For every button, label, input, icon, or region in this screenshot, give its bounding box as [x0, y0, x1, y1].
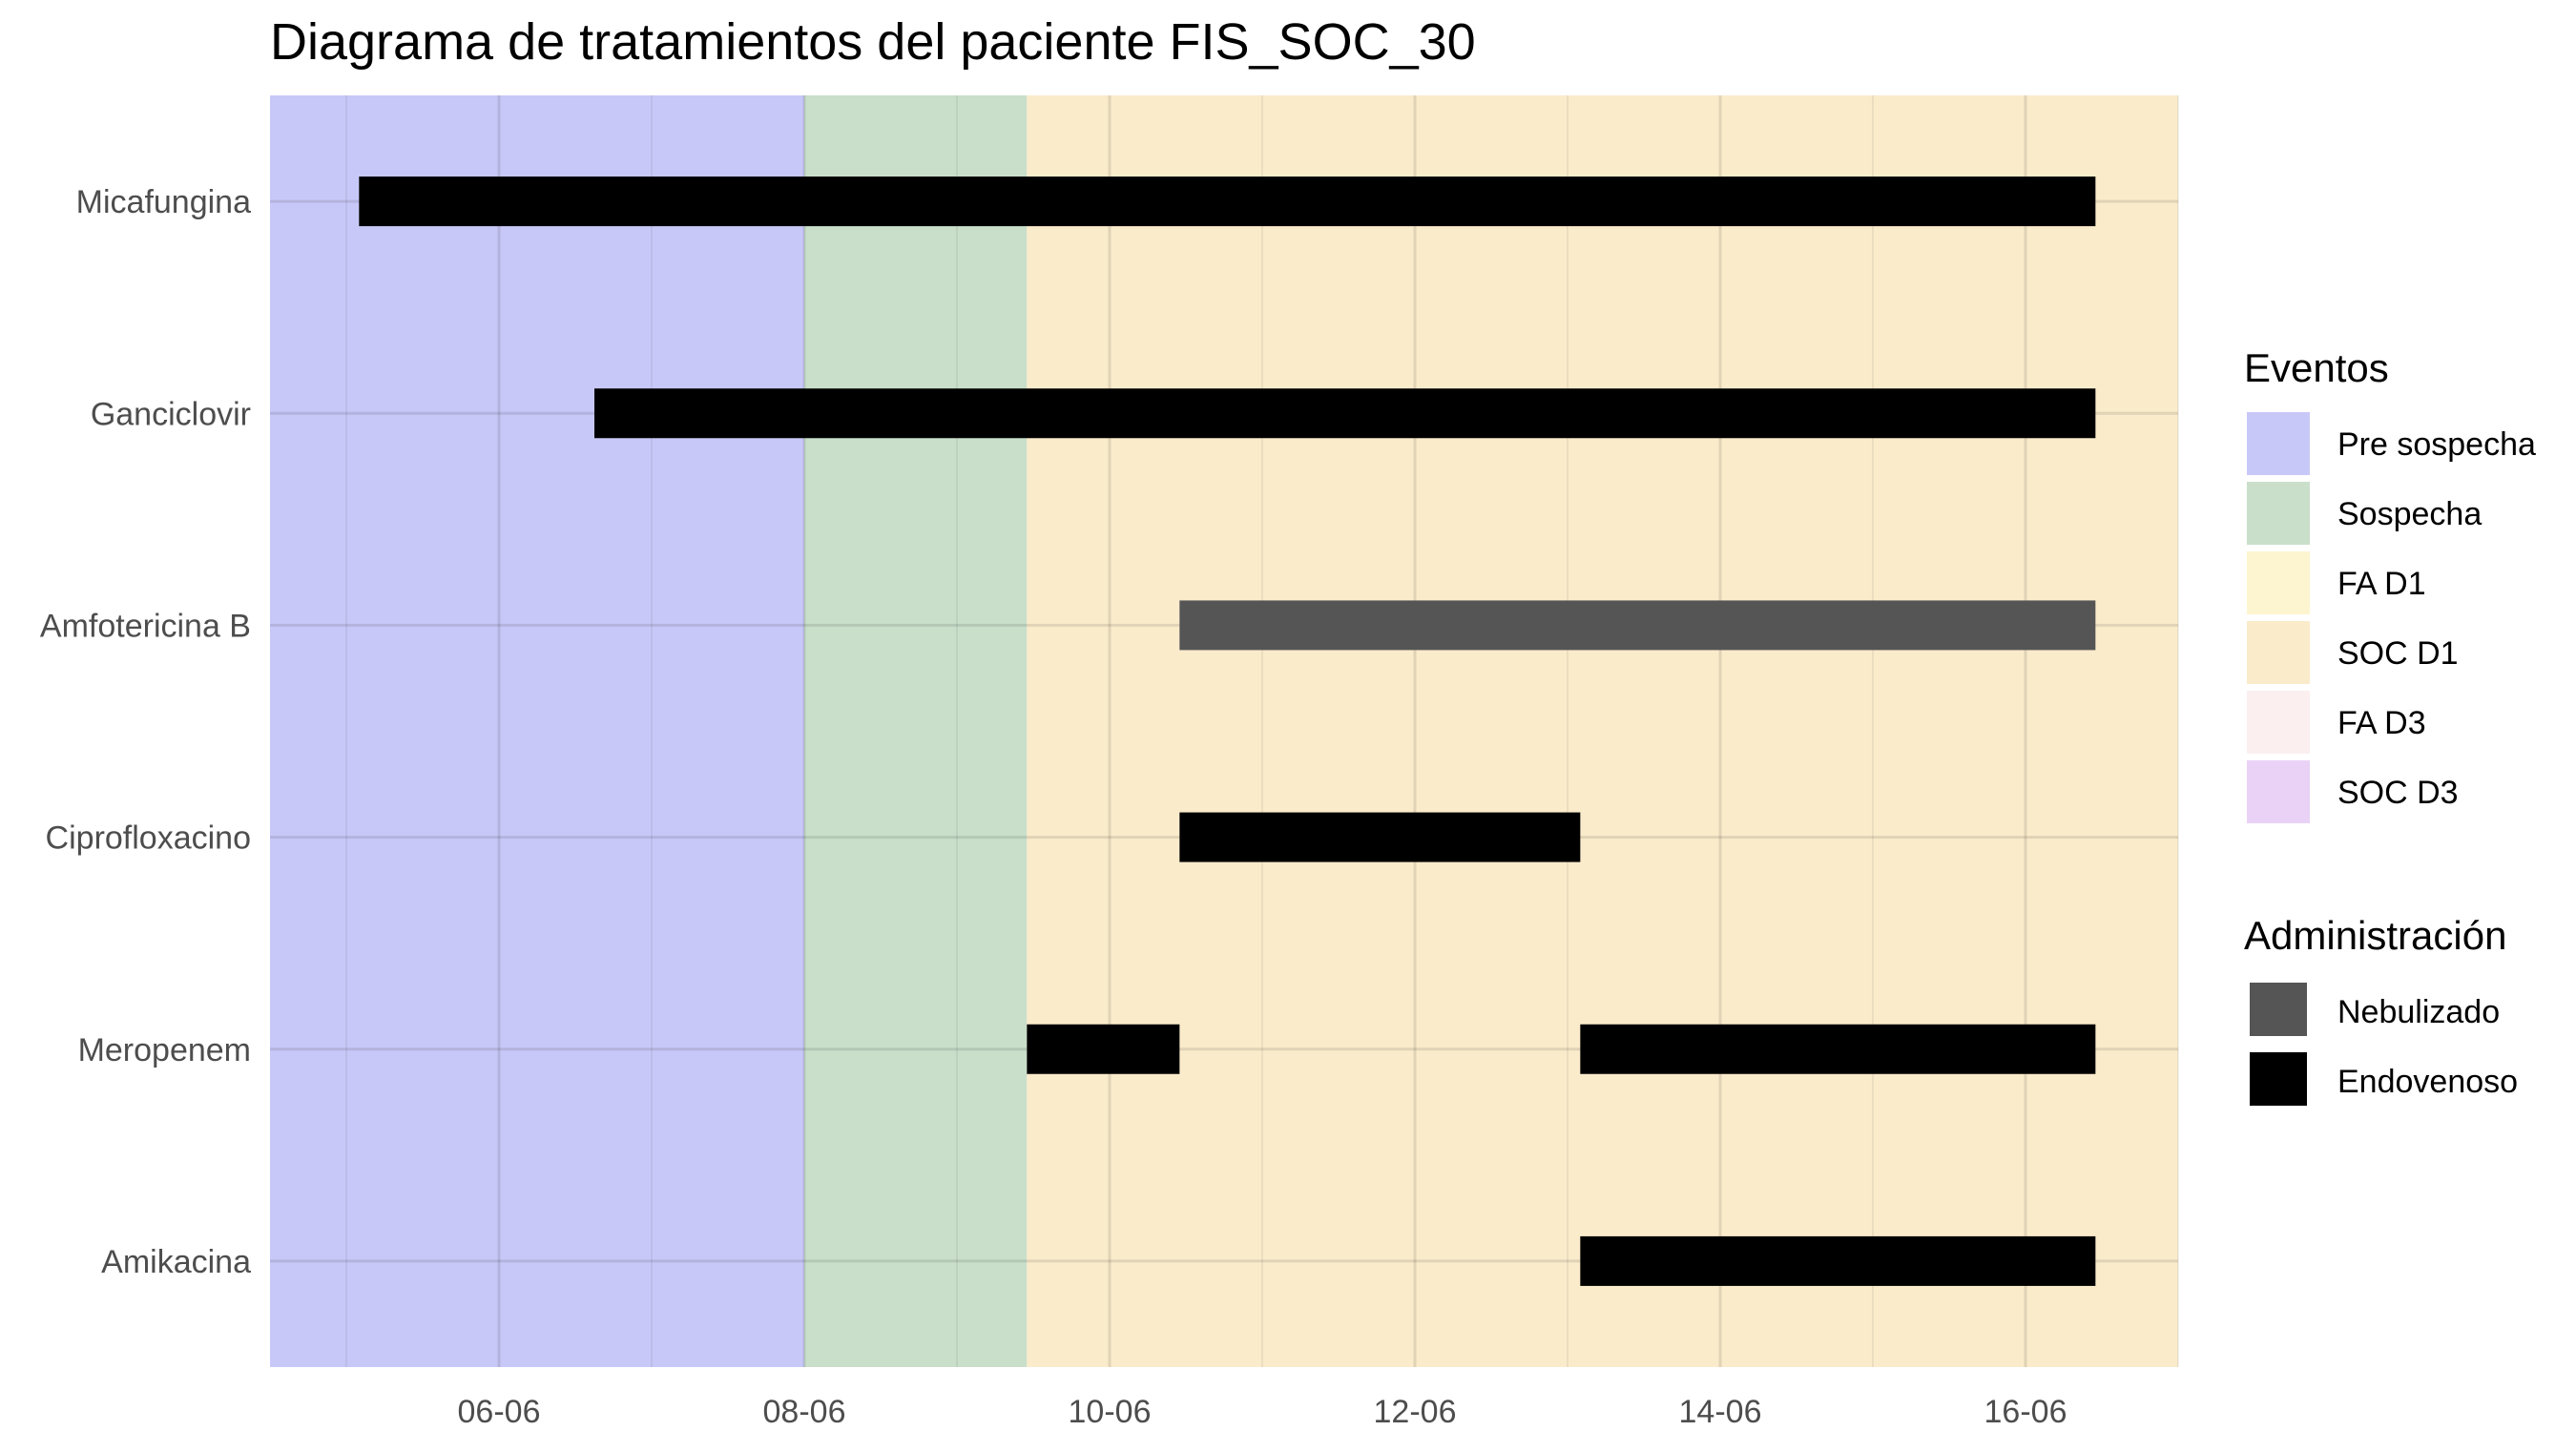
x-tick-label: 08-06	[763, 1394, 846, 1430]
y-tick-label: Ciprofloxacino	[46, 820, 251, 857]
legend-label: Nebulizado	[2337, 994, 2500, 1030]
y-tick-label: Amfotericina B	[40, 608, 251, 644]
phase-backgrounds	[270, 95, 2178, 1367]
legend-key	[2247, 621, 2310, 684]
x-axis-labels: 06-06 08-06 10-06 12-06 14-06 16-06	[458, 1394, 2067, 1430]
bar-amfotericina-b	[1179, 600, 2096, 651]
legend-key	[2247, 691, 2310, 754]
y-tick-label: Micafungina	[76, 184, 251, 220]
legend-administracion-title: Administración	[2244, 913, 2506, 958]
x-tick-label: 12-06	[1374, 1394, 1457, 1430]
legend-key	[2250, 983, 2307, 1036]
y-tick-label: Ganciclovir	[91, 396, 251, 432]
legend-label: Pre sospecha	[2337, 426, 2536, 463]
legend-label: Sospecha	[2337, 496, 2482, 532]
legend-key	[2247, 760, 2310, 823]
bar-amikacina	[1580, 1235, 2096, 1286]
legend-label: Endovenoso	[2337, 1064, 2518, 1100]
y-axis-labels: Micafungina Ganciclovir Amfotericina B Cipr…	[40, 184, 251, 1280]
legend-label: SOC D3	[2337, 775, 2459, 811]
treatment-bars	[359, 176, 2096, 1286]
legend-eventos-title: Eventos	[2244, 345, 2389, 390]
bar-meropenem	[1027, 1024, 1180, 1074]
legend-key	[2247, 551, 2310, 614]
x-tick-label: 06-06	[458, 1394, 541, 1430]
phase-sospecha	[804, 95, 1028, 1367]
bar-micafungina	[359, 176, 2096, 227]
chart-title: Diagrama de tratamientos del paciente FI…	[270, 13, 1476, 71]
x-tick-label: 16-06	[1984, 1394, 2067, 1430]
legend-label: FA D1	[2337, 566, 2426, 602]
bar-meropenem	[1580, 1024, 2096, 1074]
x-tick-label: 14-06	[1679, 1394, 1762, 1430]
legend-key	[2250, 1052, 2307, 1106]
phase-soc-d1	[1027, 95, 2178, 1367]
legend-eventos-items: Pre sospecha Sospecha FA D1 SOC D1 FA D3 SOC …	[2247, 412, 2536, 823]
legend-label: FA D3	[2337, 705, 2426, 741]
bar-ciprofloxacino	[1179, 812, 1581, 862]
legend-key	[2247, 482, 2310, 545]
legend-label: SOC D1	[2337, 635, 2459, 672]
y-tick-label: Amikacina	[101, 1244, 251, 1280]
legend-administracion-items: Nebulizado Endovenoso	[2250, 983, 2518, 1106]
x-tick-label: 10-06	[1069, 1394, 1152, 1430]
phase-pre-sospecha	[270, 95, 804, 1367]
bar-ganciclovir	[594, 388, 2096, 439]
legend: Eventos Pre sospecha Sospecha FA D1 SOC D1 F…	[2244, 345, 2536, 1106]
legend-key	[2247, 412, 2310, 475]
y-tick-label: Meropenem	[78, 1032, 251, 1068]
